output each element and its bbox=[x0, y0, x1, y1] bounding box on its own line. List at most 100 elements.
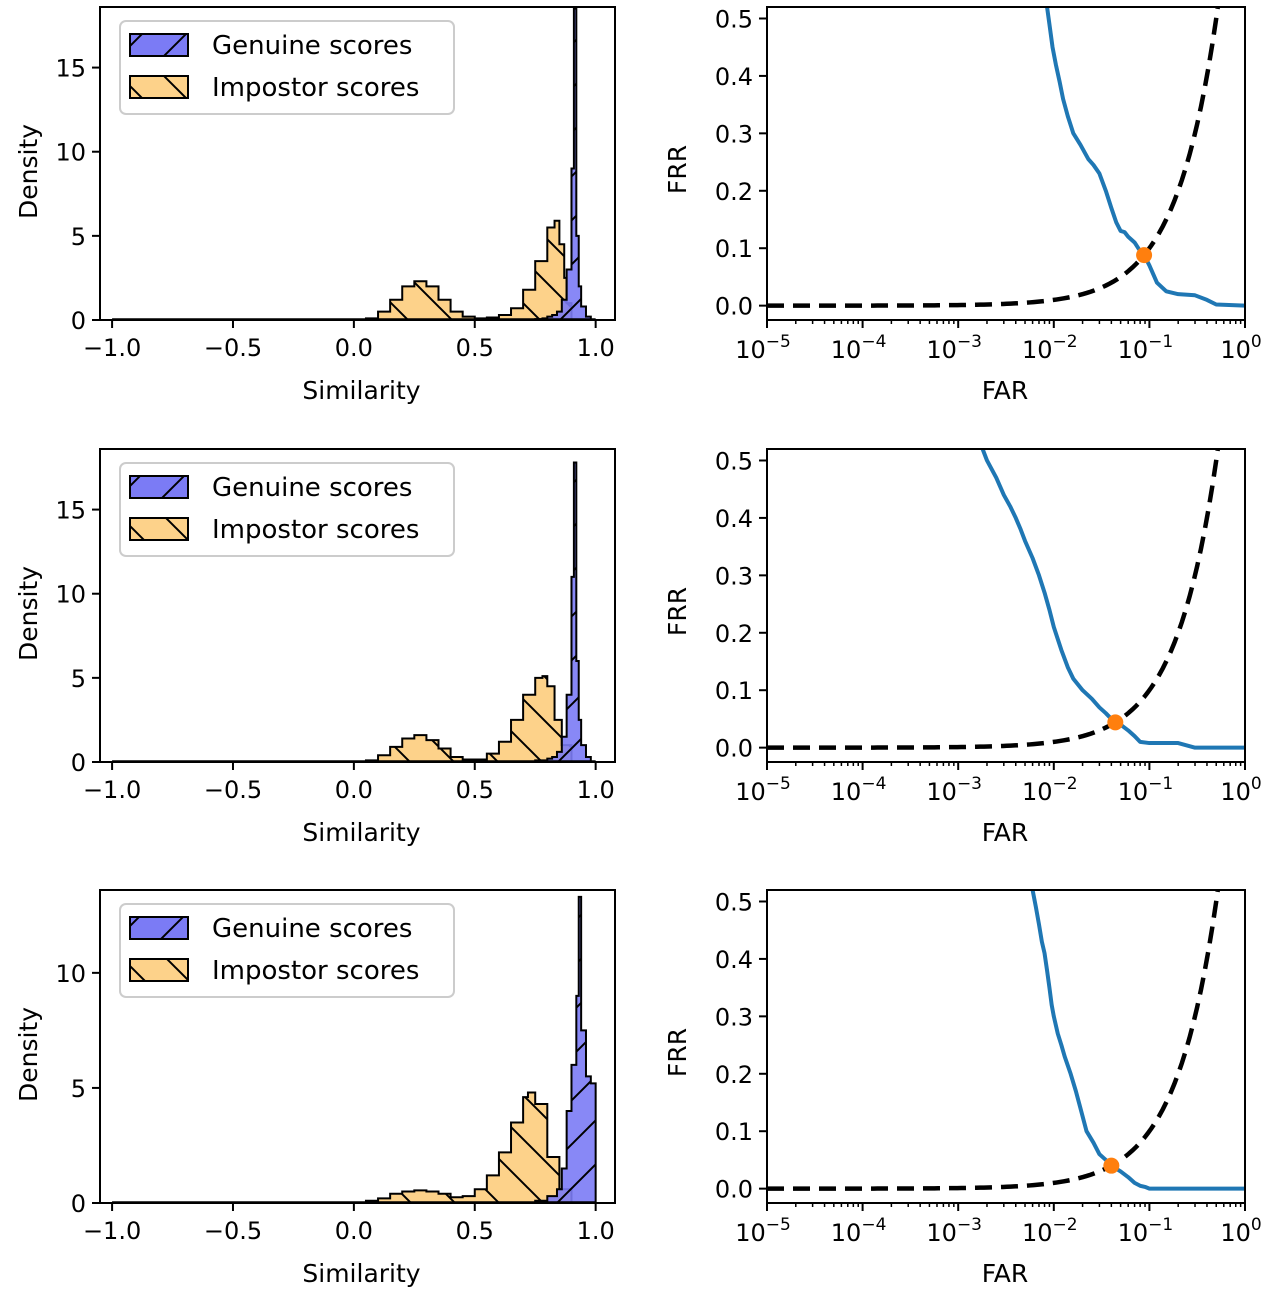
x-axis-label: Similarity bbox=[302, 376, 420, 405]
y-tick-label: 0.5 bbox=[715, 5, 753, 33]
y-tick-label: 0 bbox=[71, 1190, 86, 1218]
legend-impostor-label: Impostor scores bbox=[212, 956, 419, 986]
x-tick-label: 0.5 bbox=[456, 334, 494, 362]
y-tick-label: 0.0 bbox=[715, 1176, 753, 1204]
legend-box bbox=[119, 462, 455, 557]
far-frr-panel-3: 10−5 10−4 10−3 10−2 10−1 100 0.0 0.1 0.2 0.3 0.4 0.… bbox=[663, 888, 1262, 1288]
axes-frame bbox=[99, 448, 616, 763]
y-axis-label: FRR bbox=[663, 587, 692, 636]
y-tick-label: 0 bbox=[71, 749, 86, 777]
legend-genuine-swatch-hatch bbox=[129, 475, 189, 499]
x-axis-label: Similarity bbox=[302, 1259, 420, 1288]
x-tick-label: 0.0 bbox=[335, 1217, 373, 1245]
far-frr-panel-2: 10−5 10−4 10−3 10−2 10−1 100 0.0 0.1 0.2 0.3 0.4 0.… bbox=[663, 447, 1262, 847]
legend-genuine-swatch-hatch bbox=[129, 33, 189, 57]
y-tick-label: 10 bbox=[55, 581, 86, 609]
eer-point bbox=[1136, 247, 1153, 264]
y-tick-label: 15 bbox=[55, 55, 86, 83]
plot-area bbox=[767, 890, 1245, 1191]
y-tick-label: 10 bbox=[55, 139, 86, 167]
x-tick-label: 1.0 bbox=[577, 334, 615, 362]
x-axis-label: Similarity bbox=[302, 818, 420, 847]
x-axis-label: FAR bbox=[982, 376, 1029, 405]
y-tick-label: 0.1 bbox=[715, 1118, 753, 1146]
x-tick-label: 1.0 bbox=[577, 1217, 615, 1245]
x-tick-label: −1.0 bbox=[83, 334, 141, 362]
y-tick-label: 15 bbox=[55, 497, 86, 525]
x-axis-label: FAR bbox=[982, 818, 1029, 847]
impostor-histogram-outline bbox=[353, 219, 573, 321]
legend-impostor-label: Impostor scores bbox=[212, 515, 419, 545]
y-tick-label: 5 bbox=[71, 1075, 86, 1103]
x-tick-label: 10−5 bbox=[735, 774, 791, 806]
eer-point bbox=[1103, 1157, 1120, 1174]
y-tick-label: 0.4 bbox=[715, 63, 753, 91]
legend-impostor-label: Impostor scores bbox=[212, 73, 419, 103]
x-tick-label: −0.5 bbox=[204, 776, 262, 804]
x-tick-label: 0.0 bbox=[335, 334, 373, 362]
genuine-histogram-outline bbox=[523, 461, 592, 763]
x-tick-label: 0.0 bbox=[335, 776, 373, 804]
x-tick-label: 10−2 bbox=[1022, 774, 1078, 806]
x-tick-label: 100 bbox=[1220, 332, 1261, 364]
y-tick-label: 0.5 bbox=[715, 888, 753, 916]
x-axis-label: FAR bbox=[982, 1259, 1029, 1288]
y-tick-label: 0.3 bbox=[715, 1003, 753, 1031]
far-diagonal-curve bbox=[767, 449, 1221, 750]
x-tick-label: −1.0 bbox=[83, 776, 141, 804]
x-tick-label: 10−5 bbox=[735, 332, 791, 364]
x-tick-label: 10−1 bbox=[1118, 1215, 1174, 1247]
x-tick-label: −0.5 bbox=[204, 1217, 262, 1245]
y-tick-label: 0.2 bbox=[715, 178, 753, 206]
axes-frame bbox=[766, 889, 1246, 1204]
histogram-panel-3: −1.0 −0.5 0.0 0.5 1.0 0 5 10 Similarity Density Ge… bbox=[14, 889, 616, 1288]
x-tick-label: 0.5 bbox=[456, 1217, 494, 1245]
y-tick-label: 0.3 bbox=[715, 120, 753, 148]
histogram-panel-2: −1.0 −0.5 0.0 0.5 1.0 0 5 10 15 Similarity Density… bbox=[14, 448, 616, 847]
x-tick-label: 10−4 bbox=[831, 774, 887, 806]
genuine-histogram-outline bbox=[523, 895, 597, 1204]
far-diagonal-curve bbox=[767, 7, 1221, 308]
legend-impostor-swatch-hatch bbox=[129, 517, 189, 541]
y-tick-label: 0.5 bbox=[715, 447, 753, 475]
legend-genuine-swatch-hatch bbox=[129, 916, 189, 940]
legend-genuine-label: Genuine scores bbox=[212, 914, 412, 944]
x-tick-label: 10−3 bbox=[926, 332, 982, 364]
axes-frame bbox=[766, 6, 1246, 321]
y-axis-label: Density bbox=[14, 1007, 43, 1102]
impostor-histogram-outline bbox=[353, 1091, 573, 1204]
y-axis-label: FRR bbox=[663, 145, 692, 194]
axes-frame bbox=[99, 6, 616, 321]
axes-frame bbox=[99, 889, 616, 1204]
x-tick-label: 0.5 bbox=[456, 776, 494, 804]
y-tick-label: 0.2 bbox=[715, 1061, 753, 1089]
x-tick-label: 10−5 bbox=[735, 1215, 791, 1247]
y-tick-label: 10 bbox=[55, 960, 86, 988]
plot-area bbox=[767, 449, 1245, 750]
x-tick-label: 10−3 bbox=[926, 774, 982, 806]
y-tick-label: 0.1 bbox=[715, 235, 753, 263]
plot-area bbox=[767, 7, 1245, 308]
y-axis-label: Density bbox=[14, 124, 43, 219]
legend: Genuine scores Impostor scores bbox=[119, 462, 455, 557]
y-tick-label: 5 bbox=[71, 223, 86, 251]
y-axis-label: FRR bbox=[663, 1028, 692, 1077]
frr-curve bbox=[980, 449, 1245, 750]
legend-genuine-label: Genuine scores bbox=[212, 31, 412, 61]
far-diagonal-curve bbox=[767, 890, 1221, 1191]
legend-impostor-swatch-hatch bbox=[129, 958, 189, 982]
y-tick-label: 0.3 bbox=[715, 562, 753, 590]
x-tick-label: 100 bbox=[1220, 1215, 1261, 1247]
x-tick-label: −0.5 bbox=[204, 334, 262, 362]
y-tick-label: 0.4 bbox=[715, 946, 753, 974]
legend: Genuine scores Impostor scores bbox=[119, 903, 455, 998]
histogram-panel-1: −1.0 −0.5 0.0 0.5 1.0 0 5 10 15 Similarity Density… bbox=[14, 6, 616, 405]
eer-point bbox=[1107, 714, 1124, 731]
x-tick-label: −1.0 bbox=[83, 1217, 141, 1245]
far-frr-panel-1: 10−5 10−4 10−3 10−2 10−1 100 0.0 0.1 0.2 0.3 0.4 0.… bbox=[663, 5, 1262, 405]
x-tick-label: 10−1 bbox=[1118, 332, 1174, 364]
x-tick-label: 10−2 bbox=[1022, 332, 1078, 364]
x-tick-label: 10−4 bbox=[831, 332, 887, 364]
y-tick-label: 5 bbox=[71, 665, 86, 693]
